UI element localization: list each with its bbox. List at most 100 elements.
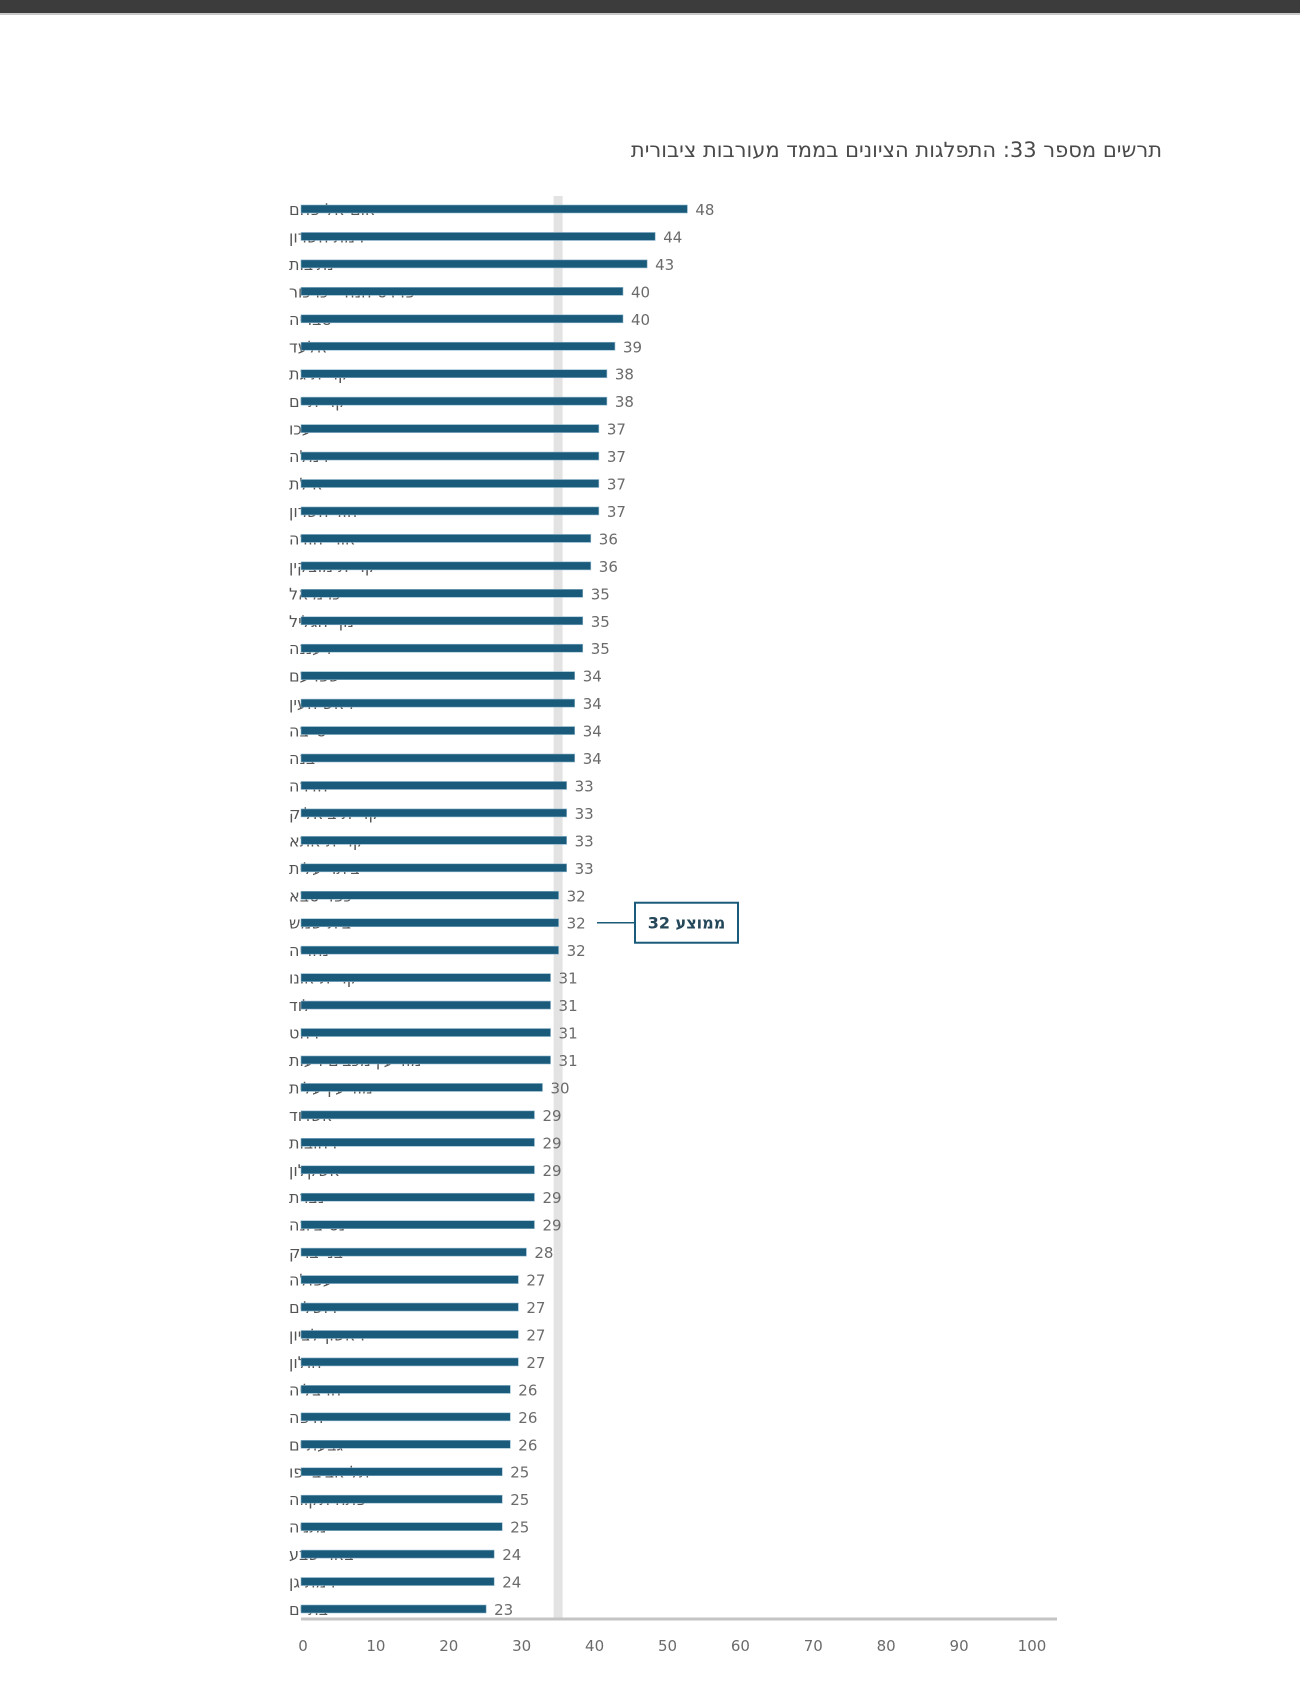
bar — [300, 314, 624, 324]
bar-row: טבריה40 — [289, 310, 650, 329]
bar — [300, 1028, 551, 1037]
bar — [300, 1083, 543, 1092]
bar — [300, 616, 584, 626]
value-label: 36 — [599, 558, 618, 576]
bar-row: ביתר עלית33 — [289, 859, 594, 878]
x-tick-label: 90 — [950, 1637, 969, 1655]
bar-row: הרצליה26 — [289, 1380, 537, 1399]
callout-box — [634, 901, 739, 944]
average-label: ממוצע 32 — [648, 914, 726, 933]
bar-row: קריית אתא33 — [289, 831, 594, 850]
bar — [300, 890, 559, 900]
value-label: 31 — [559, 1025, 578, 1043]
bar — [300, 753, 576, 763]
value-label: 27 — [526, 1299, 545, 1317]
value-label: 25 — [510, 1464, 529, 1482]
value-label: 31 — [559, 970, 578, 988]
bar — [300, 232, 656, 241]
value-label: 39 — [623, 338, 642, 356]
value-label: 27 — [526, 1272, 545, 1290]
value-label: 26 — [518, 1381, 537, 1399]
value-label: 38 — [615, 393, 634, 411]
bar-row: פתח תקווה25 — [289, 1490, 529, 1509]
value-label: 35 — [591, 613, 610, 631]
bar — [300, 1412, 511, 1422]
value-label: 35 — [591, 585, 610, 603]
chart-title: תרשים מספר 33: התפלגות הציונים בממד מעור… — [630, 138, 1162, 162]
bar-row: טייבה34 — [289, 722, 602, 741]
bar-row: ראש העין34 — [289, 694, 602, 713]
bar-row: חדרה33 — [289, 776, 594, 795]
bar-row: רמת השרון44 — [289, 227, 682, 246]
bar-row: ראשון לציון27 — [289, 1325, 545, 1344]
bar — [300, 1604, 487, 1614]
bar — [300, 863, 567, 873]
value-label: 30 — [551, 1079, 570, 1097]
bar-row: בית שמש32 — [289, 914, 586, 933]
bar-row: רחובות29 — [289, 1133, 562, 1152]
value-label: 33 — [575, 805, 594, 823]
x-tick-label: 50 — [658, 1637, 677, 1655]
bar-row: רמלה37 — [289, 447, 626, 466]
value-label: 33 — [575, 860, 594, 878]
bar — [300, 1549, 495, 1559]
bar — [300, 945, 559, 955]
bar — [300, 259, 648, 269]
bar-row: נתניה25 — [289, 1518, 529, 1537]
window-top-bar — [0, 0, 1300, 15]
bars-layer: אום אל פחם48 רמת השרון44 נתיבות43 פרדס חנה … — [289, 200, 714, 1619]
value-label: 29 — [542, 1162, 561, 1180]
bar-row: באר שבע24 — [289, 1545, 521, 1564]
value-label: 34 — [583, 723, 602, 741]
bar — [300, 973, 551, 982]
bar — [300, 1110, 535, 1120]
bar-row: נצרת29 — [289, 1188, 562, 1207]
x-tick-label: 30 — [512, 1637, 531, 1655]
bar — [300, 781, 567, 790]
bar — [300, 808, 567, 818]
bar-row: יבנה34 — [289, 749, 602, 768]
bar — [300, 341, 616, 351]
bar-row: חיפה26 — [289, 1408, 537, 1427]
value-label: 40 — [631, 283, 650, 301]
value-label: 25 — [510, 1519, 529, 1537]
value-label: 34 — [583, 695, 602, 713]
value-label: 37 — [607, 421, 626, 439]
bar — [300, 918, 559, 928]
bar — [300, 561, 592, 571]
bar — [300, 204, 688, 214]
value-label: 32 — [567, 915, 586, 933]
bar-row: אור יהודה36 — [289, 529, 618, 548]
x-tick-label: 60 — [731, 1637, 750, 1655]
bar-row: אלעד39 — [289, 337, 642, 356]
value-label: 28 — [534, 1244, 553, 1262]
bar-row: עפולה27 — [289, 1271, 545, 1290]
average-band-layer — [553, 196, 563, 1619]
value-label: 29 — [542, 1189, 561, 1207]
value-label: 33 — [575, 777, 594, 795]
bar-row: רהט31 — [289, 1024, 578, 1043]
value-label: 43 — [655, 256, 674, 274]
bar-row: פרדס חנה - כרכור40 — [289, 282, 650, 301]
value-label: 27 — [526, 1326, 545, 1344]
x-tick-label: 0 — [298, 1637, 308, 1655]
bar — [300, 1138, 535, 1147]
bar-row: קריית אונו31 — [289, 969, 578, 988]
value-label: 27 — [526, 1354, 545, 1372]
bar — [300, 1330, 519, 1339]
bar-row: אום אל פחם48 — [289, 200, 714, 219]
bar-row: אילת37 — [289, 475, 626, 494]
x-tick-label: 100 — [1018, 1637, 1047, 1655]
value-label: 29 — [542, 1107, 561, 1125]
value-label: 31 — [559, 1052, 578, 1070]
value-label: 32 — [567, 887, 586, 905]
value-label: 32 — [567, 942, 586, 960]
value-label: 31 — [559, 997, 578, 1015]
bar — [300, 1000, 551, 1010]
value-label: 29 — [542, 1134, 561, 1152]
bar — [300, 1302, 519, 1312]
